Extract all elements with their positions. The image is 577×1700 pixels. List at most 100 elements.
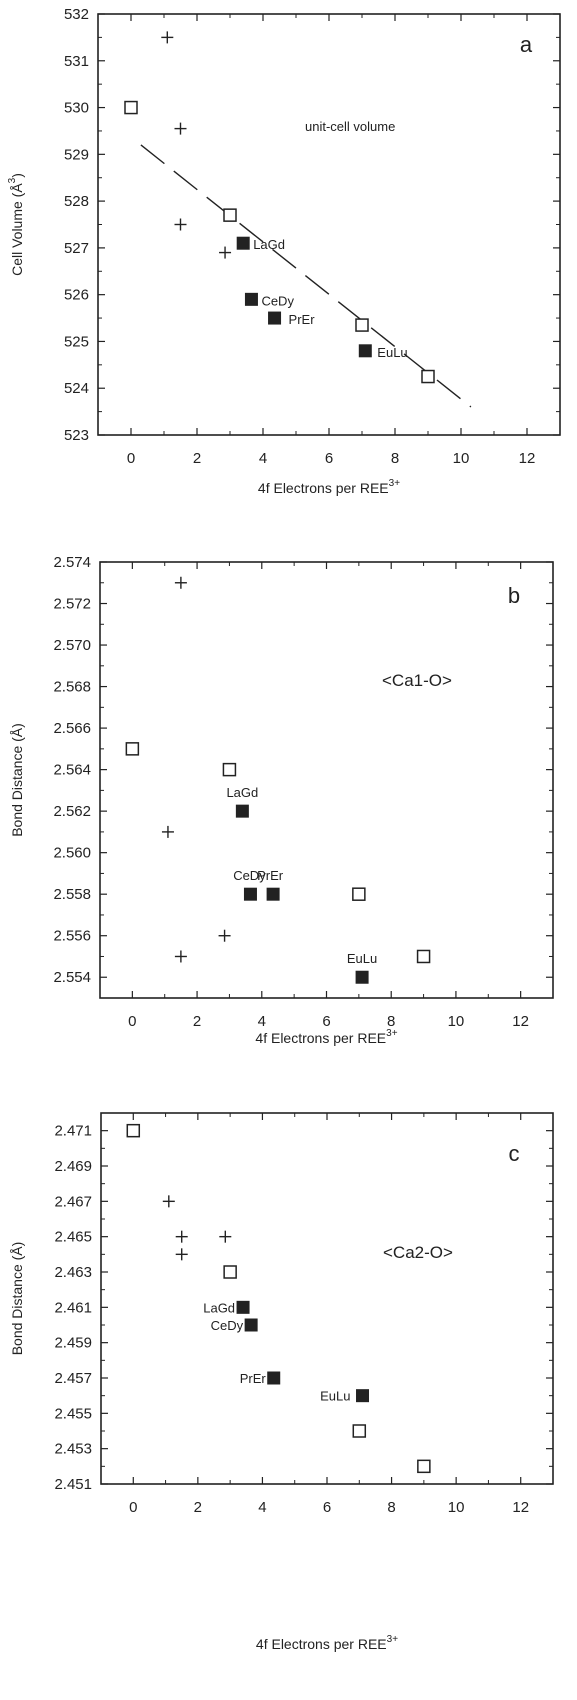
filled-square-marker xyxy=(266,887,280,901)
open-square-marker xyxy=(223,1265,237,1279)
x-axis-label-sup: 3+ xyxy=(387,1634,399,1645)
point-label: PrEr xyxy=(240,1371,267,1386)
open-square-marker xyxy=(421,369,435,384)
x-axis-label-sup: 3+ xyxy=(389,478,401,489)
y-tick-label: 531 xyxy=(64,53,89,70)
open-square-marker xyxy=(222,762,237,777)
plus-marker xyxy=(174,576,187,589)
x-tick-label: 4 xyxy=(258,1499,266,1516)
plus-marker xyxy=(174,122,187,135)
plus-marker xyxy=(174,218,187,231)
x-tick-label: 10 xyxy=(448,1013,465,1030)
x-tick-label: 12 xyxy=(512,1013,529,1030)
filled-square-marker xyxy=(355,970,369,984)
filled-square-marker xyxy=(235,804,249,818)
y-tick-label: 2.463 xyxy=(54,1264,92,1281)
y-axis-label-end: ) xyxy=(9,173,25,178)
y-tick-label: 2.560 xyxy=(53,845,91,862)
open-square-marker xyxy=(352,887,366,901)
y-tick-label: 2.572 xyxy=(53,596,91,613)
panel-annotation: unit-cell volume xyxy=(305,119,395,134)
filled-square-marker xyxy=(268,311,282,325)
y-tick-label: 2.455 xyxy=(54,1405,92,1422)
x-tick-label: 8 xyxy=(387,1499,395,1516)
y-tick-label: 525 xyxy=(64,333,89,350)
x-tick-label: 12 xyxy=(512,1499,529,1516)
plot-frame xyxy=(99,561,554,999)
filled-square-marker xyxy=(244,1318,258,1332)
y-axis-label: Bond Distance (Å) xyxy=(9,1242,25,1356)
x-tick-label: 2 xyxy=(193,450,201,467)
y-tick-label: 532 xyxy=(64,6,89,23)
x-tick-label: 6 xyxy=(325,450,333,467)
plot-frame xyxy=(100,1112,554,1485)
point-label: EuLu xyxy=(320,1389,350,1404)
point-label: CeDy xyxy=(211,1318,244,1333)
panel-annotation: <Ca2-O> xyxy=(383,1243,453,1262)
point-label: LaGd xyxy=(226,785,258,800)
plus-marker xyxy=(218,929,231,942)
x-tick-label: 0 xyxy=(127,450,135,467)
y-axis-label-text: Cell Volume (Å xyxy=(9,183,25,276)
y-tick-label: 2.568 xyxy=(53,679,91,696)
x-tick-label: 2 xyxy=(194,1499,202,1516)
x-tick-label: 8 xyxy=(387,1013,395,1030)
point-label: EuLu xyxy=(377,345,407,360)
y-tick-label: 2.465 xyxy=(54,1229,92,1246)
x-tick-label: 6 xyxy=(322,1013,330,1030)
open-square-marker xyxy=(352,1424,367,1438)
filled-square-marker xyxy=(236,236,250,250)
trend-line xyxy=(140,144,472,408)
panel-a: 0 2 4 6 8 10 12 523 524 525 526 527 528 529 530 531 532 4… xyxy=(7,6,561,496)
filled-square-marker xyxy=(356,1389,370,1403)
x-tick-label: 6 xyxy=(323,1499,331,1516)
panel-letter: b xyxy=(508,583,520,608)
y-tick-label: 2.556 xyxy=(53,928,91,945)
y-tick-label: 2.558 xyxy=(53,886,91,903)
x-tick-label: 4 xyxy=(259,450,267,467)
plus-marker xyxy=(174,950,187,963)
x-tick-label: 10 xyxy=(448,1499,465,1516)
panel-annotation: <Ca1-O> xyxy=(382,671,452,690)
point-label: CeDy xyxy=(261,293,294,308)
y-tick-label: 2.467 xyxy=(54,1193,92,1210)
plus-marker xyxy=(161,31,174,44)
open-square-marker xyxy=(355,318,369,332)
x-tick-label: 0 xyxy=(128,1013,136,1030)
filled-square-marker xyxy=(236,1300,250,1314)
open-square-marker xyxy=(223,208,237,222)
x-axis-label-text: 4f Electrons per REE xyxy=(258,480,389,496)
y-tick-label: 528 xyxy=(64,193,89,210)
x-axis-label-text: 4f Electrons per REE xyxy=(256,1636,387,1652)
panel-letter: a xyxy=(520,32,533,57)
x-axis-label-text: 4f Electrons per REE xyxy=(255,1030,386,1046)
point-label: LaGd xyxy=(253,237,285,252)
x-tick-label: 2 xyxy=(193,1013,201,1030)
x-tick-label: 10 xyxy=(453,450,470,467)
panel-c: 0 2 4 6 8 10 12 2.451 2.453 2.455 2.457 2.459 2.461 2… xyxy=(9,1112,554,1652)
plus-marker xyxy=(219,246,232,259)
point-label: PrEr xyxy=(257,868,284,883)
x-tick-label: 4 xyxy=(258,1013,266,1030)
y-tick-label: 2.469 xyxy=(54,1158,92,1175)
y-tick-label: 529 xyxy=(64,146,89,163)
plus-marker xyxy=(162,1195,175,1208)
y-tick-label: 2.461 xyxy=(54,1299,92,1316)
filled-square-marker xyxy=(358,344,372,358)
x-axis-label: 4f Electrons per REE3+ xyxy=(255,1028,397,1046)
open-square-marker xyxy=(416,949,431,964)
y-axis-label: Cell Volume (Å3) xyxy=(7,173,25,276)
open-square-marker xyxy=(126,1123,141,1138)
x-axis-label: 4f Electrons per REE3+ xyxy=(256,1634,398,1652)
x-tick-label: 12 xyxy=(519,450,536,467)
y-tick-label: 524 xyxy=(64,380,89,397)
y-tick-label: 2.554 xyxy=(53,969,91,986)
y-tick-label: 2.564 xyxy=(53,762,91,779)
plot-frame xyxy=(97,13,561,436)
open-square-marker xyxy=(417,1459,431,1474)
y-tick-label: 527 xyxy=(64,240,89,257)
y-tick-label: 2.574 xyxy=(53,554,91,571)
y-tick-label: 2.453 xyxy=(54,1441,92,1458)
x-tick-label: 0 xyxy=(129,1499,137,1516)
